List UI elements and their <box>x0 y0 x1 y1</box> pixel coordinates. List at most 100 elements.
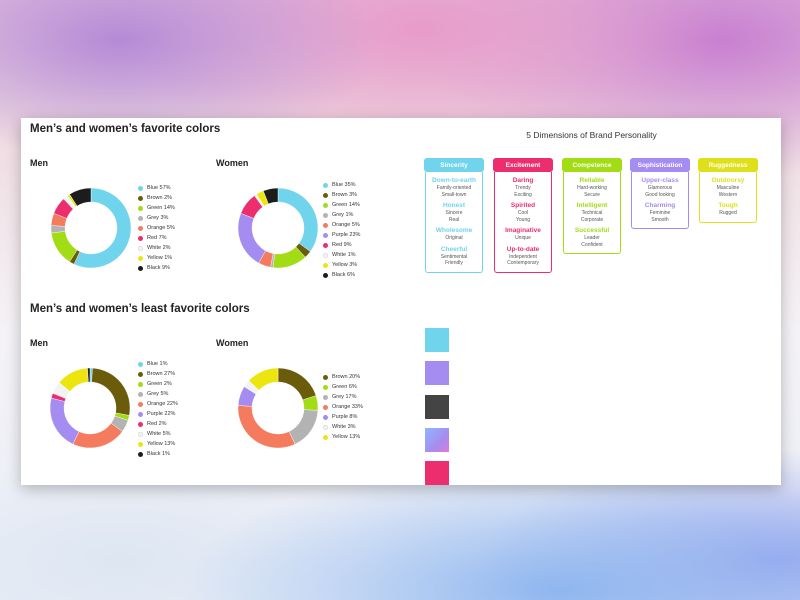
legend-swatch <box>138 411 143 417</box>
legend-item: Yellow 13% <box>323 432 363 442</box>
trait-name: Outdoorsy <box>711 177 745 184</box>
legend-swatch <box>138 215 143 221</box>
legend-item: White 2% <box>138 243 175 253</box>
legend-item: Grey 5% <box>138 389 178 399</box>
legend-label: White 3% <box>332 424 356 430</box>
legend-item: Purple 23% <box>323 230 360 240</box>
legend-label: White 1% <box>332 252 356 258</box>
swatch-gradient <box>425 428 449 452</box>
legend-swatch <box>323 272 328 278</box>
trait-descriptor: Trendy <box>515 185 531 191</box>
chart-legend: Brown 20% Green 6% Grey 17% Orange 33% Purpl… <box>323 372 363 442</box>
trait-descriptor: Feminine <box>649 210 671 216</box>
trait-name: Daring <box>512 177 534 184</box>
legend-item: Purple 22% <box>138 409 178 419</box>
slice-orange <box>72 423 123 449</box>
legend-swatch <box>138 361 143 367</box>
legend-item: Brown 27% <box>138 369 178 379</box>
swatch-purple <box>425 361 449 385</box>
legend-swatch <box>138 371 143 377</box>
trait-descriptor: Young <box>516 216 530 223</box>
trait-descriptor: Secure <box>584 191 600 198</box>
trait: Up-to-date Independent Contemporary <box>495 245 551 267</box>
favorite-colors-title: Men’s and women’s favorite colors <box>30 123 221 135</box>
legend-label: Green 14% <box>147 205 175 211</box>
trait: Cheerful Sentimental Friendly <box>426 245 482 267</box>
dimension-traits-box: Reliable Hard-working Secure Intelligent Tec… <box>563 172 621 254</box>
legend-item: Black 6% <box>323 270 360 280</box>
dimension-header: Sincerity <box>424 158 484 172</box>
legend-item: Black 1% <box>138 449 178 459</box>
trait-name: Cheerful <box>440 245 468 253</box>
slice-blue <box>277 187 319 252</box>
legend-swatch <box>138 255 143 261</box>
trait-name: Wholesome <box>435 227 473 234</box>
trait: Imaginative Unique <box>495 226 551 242</box>
legend-swatch <box>323 414 328 420</box>
legend-label: Red 9% <box>332 242 352 248</box>
legend-item: Orange 5% <box>323 220 360 230</box>
trait-descriptor: Exciting <box>514 191 532 198</box>
trait-descriptor: Sentimental <box>440 253 468 260</box>
legend-label: Red 2% <box>147 421 167 427</box>
legend-item: Green 14% <box>138 203 175 213</box>
legend-swatch <box>138 401 143 407</box>
dimension-excitement: Excitement Daring Trendy Exciting Spirited Co… <box>493 158 553 273</box>
swatch-dark-grey <box>425 395 449 419</box>
legend-label: Yellow 3% <box>332 262 358 268</box>
legend-item: Brown 3% <box>323 190 360 200</box>
legend-label: Brown 3% <box>332 192 358 198</box>
legend-label: Orange 5% <box>332 222 360 228</box>
legend-item: Yellow 13% <box>138 439 178 449</box>
chart-legend: Blue 1% Brown 27% Green 2% Grey 5% Orange 22… <box>138 359 178 459</box>
trait-descriptor: Sincere <box>445 210 463 216</box>
legend-item: Blue 1% <box>138 359 178 369</box>
legend-item: Red 2% <box>138 419 178 429</box>
dimension-ruggedness: Ruggedness Outdoorsy Masculine Western Tough… <box>698 158 758 223</box>
legend-swatch <box>323 394 328 400</box>
legend-label: Purple 23% <box>332 232 361 238</box>
chart-legend: Blue 35% Brown 3% Green 14% Grey 1% Orange 5… <box>323 180 360 280</box>
legend-label: Grey 1% <box>332 212 354 218</box>
donut-chart <box>237 187 319 269</box>
legend-item: Red 9% <box>323 240 360 250</box>
donut-chart <box>49 367 131 449</box>
legend-item: Yellow 3% <box>323 260 360 270</box>
legend-item: Orange 5% <box>138 223 175 233</box>
legend-label: White 5% <box>147 431 171 437</box>
slice-purple <box>237 213 266 264</box>
trait-descriptor: Good looking <box>645 191 675 198</box>
legend-label: Red 7% <box>147 235 167 241</box>
legend-label: Yellow 1% <box>147 255 173 261</box>
trait-name: Up-to-date <box>506 245 540 253</box>
legend-swatch <box>138 431 143 437</box>
legend-label: Black 6% <box>332 272 355 278</box>
brand-personality-title: 5 Dimensions of Brand Personality <box>526 130 657 140</box>
dimension-header: Sophistication <box>630 158 690 172</box>
dimension-traits-box: Upper-class Glamorous Good looking Charming… <box>631 172 689 229</box>
legend-swatch <box>323 252 328 258</box>
legend-swatch <box>323 232 328 238</box>
infographic-card: Men’s and women’s favorite colors Men’s … <box>21 118 781 485</box>
least-colors-title: Men’s and women’s least favorite colors <box>30 303 250 315</box>
legend-swatch <box>138 225 143 231</box>
legend-swatch <box>138 421 143 427</box>
trait-descriptor: Friendly <box>445 260 463 266</box>
legend-label: Grey 5% <box>147 391 169 397</box>
trait-descriptor: Smooth <box>651 216 669 223</box>
legend-swatch <box>138 235 143 241</box>
legend-swatch <box>323 212 328 218</box>
slice-grey <box>288 409 319 445</box>
chart-subtitle-women: Women <box>216 158 249 168</box>
trait: Charming Feminine Smooth <box>632 201 688 223</box>
trait: Honest Sincere Real <box>426 201 482 223</box>
trait-descriptor: Glamorous <box>647 185 673 191</box>
legend-swatch <box>138 195 143 201</box>
legend-label: Purple 8% <box>332 414 358 420</box>
trait: Upper-class Glamorous Good looking <box>632 176 688 198</box>
dimension-header: Competence <box>562 158 622 172</box>
legend-swatch <box>138 391 143 397</box>
dimension-traits-box: Outdoorsy Masculine Western Tough Rugged <box>699 172 757 223</box>
trait-descriptor: Western <box>718 191 738 198</box>
legend-swatch <box>323 202 328 208</box>
